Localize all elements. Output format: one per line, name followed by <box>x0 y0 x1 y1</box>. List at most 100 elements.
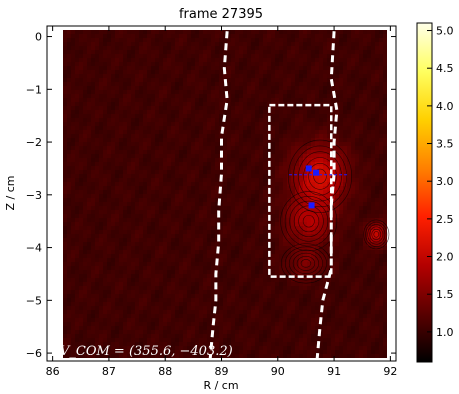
heatmap-cell <box>259 54 264 59</box>
heatmap-cell <box>223 38 228 43</box>
heatmap-cell <box>227 170 232 175</box>
heatmap-cell <box>231 74 236 79</box>
heatmap-cell <box>347 226 352 231</box>
heatmap-cell <box>91 118 96 123</box>
heatmap-cell <box>331 134 336 139</box>
heatmap-cell <box>351 46 356 51</box>
heatmap-cell <box>163 114 168 119</box>
heatmap-cell <box>83 102 88 107</box>
heatmap-cell <box>391 102 396 107</box>
heatmap-cell <box>163 146 168 151</box>
heatmap-cell <box>315 106 320 111</box>
heatmap-cell <box>59 54 64 59</box>
heatmap-cell <box>131 206 136 211</box>
heatmap-cell <box>255 86 260 91</box>
heatmap-cell <box>379 54 384 59</box>
heatmap-cell <box>347 118 352 123</box>
heatmap-cell <box>367 210 372 215</box>
heatmap-cell <box>143 94 148 99</box>
heatmap-cell <box>223 214 228 219</box>
heatmap-cell <box>199 118 204 123</box>
heatmap-cell <box>307 238 312 243</box>
heatmap-cell <box>115 182 120 187</box>
heatmap-cell <box>131 202 136 207</box>
heatmap-cell <box>127 86 132 91</box>
heatmap-cell <box>187 30 192 35</box>
heatmap-cell <box>311 174 316 179</box>
heatmap-cell <box>75 66 80 71</box>
heatmap-cell <box>55 138 60 143</box>
heatmap-cell <box>307 182 312 187</box>
heatmap-cell <box>75 206 80 211</box>
heatmap-cell <box>63 234 68 239</box>
heatmap-cell <box>255 238 260 243</box>
heatmap-cell <box>159 34 164 39</box>
heatmap-cell <box>259 66 264 71</box>
heatmap-cell <box>355 62 360 67</box>
heatmap-cell <box>131 210 136 215</box>
heatmap-cell <box>327 178 332 183</box>
heatmap-cell <box>135 250 140 255</box>
heatmap-cell <box>299 222 304 227</box>
heatmap-cell <box>307 142 312 147</box>
heatmap-cell <box>131 226 136 231</box>
heatmap-cell <box>299 122 304 127</box>
heatmap-cell <box>259 30 264 35</box>
heatmap-cell <box>55 250 60 255</box>
heatmap-cell <box>343 222 348 227</box>
heatmap-cell <box>307 234 312 239</box>
heatmap-cell <box>127 198 132 203</box>
heatmap-cell <box>359 134 364 139</box>
heatmap-cell <box>67 62 72 67</box>
heatmap-cell <box>383 38 388 43</box>
heatmap-cell <box>203 186 208 191</box>
heatmap-cell <box>243 130 248 135</box>
heatmap-cell <box>79 230 84 235</box>
heatmap-cell <box>99 206 104 211</box>
heatmap-cell <box>387 202 392 207</box>
heatmap-cell <box>275 30 280 35</box>
heatmap-cell <box>91 74 96 79</box>
heatmap-cell <box>139 62 144 67</box>
heatmap-cell <box>251 154 256 159</box>
heatmap-cell <box>347 154 352 159</box>
heatmap-cell <box>351 54 356 59</box>
heatmap-cell <box>147 238 152 243</box>
heatmap-cell <box>279 222 284 227</box>
heatmap-cell <box>75 238 80 243</box>
heatmap-cell <box>251 82 256 87</box>
heatmap-cell <box>251 102 256 107</box>
heatmap-cell <box>71 54 76 59</box>
heatmap-cell <box>355 126 360 131</box>
heatmap-cell <box>131 126 136 131</box>
heatmap-cell <box>175 190 180 195</box>
heatmap-cell <box>335 130 340 135</box>
heatmap-cell <box>359 66 364 71</box>
heatmap-cell <box>159 234 164 239</box>
heatmap-cell <box>271 162 276 167</box>
heatmap-cell <box>55 126 60 131</box>
heatmap-cell <box>87 146 92 151</box>
heatmap-cell <box>231 46 236 51</box>
heatmap-cell <box>199 238 204 243</box>
heatmap-cell <box>311 46 316 51</box>
heatmap-cell <box>319 182 324 187</box>
heatmap-cell <box>291 70 296 75</box>
heatmap-cell <box>251 202 256 207</box>
heatmap-cell <box>295 42 300 47</box>
heatmap-cell <box>87 162 92 167</box>
heatmap-cell <box>123 218 128 223</box>
heatmap-cell <box>187 234 192 239</box>
heatmap-cell <box>159 126 164 131</box>
heatmap-cell <box>251 94 256 99</box>
heatmap-cell <box>255 82 260 87</box>
heatmap-cell <box>175 106 180 111</box>
heatmap-cell <box>347 46 352 51</box>
heatmap-cell <box>143 38 148 43</box>
heatmap-cell <box>99 58 104 63</box>
heatmap-cell <box>391 206 396 211</box>
heatmap-cell <box>135 46 140 51</box>
heatmap-cell <box>247 198 252 203</box>
heatmap-cell <box>167 182 172 187</box>
heatmap-cell <box>227 242 232 247</box>
